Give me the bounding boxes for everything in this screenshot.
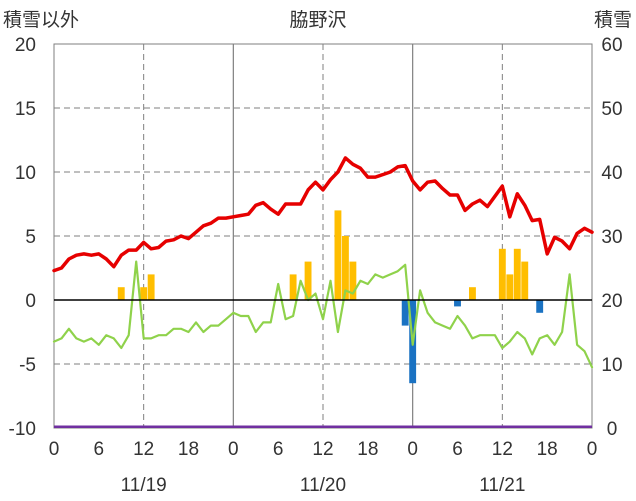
precip-bar: [304, 261, 312, 300]
precip-bar: [349, 261, 357, 300]
left-axis-label: 積雪以外: [3, 9, 79, 31]
left-y-tick-label: 15: [15, 99, 36, 120]
precip-bar: [513, 248, 521, 300]
x-tick-label: 12: [312, 439, 333, 460]
x-tick-label: 6: [273, 439, 284, 460]
grid-layer: [53, 43, 593, 429]
chart-title: 脇野沢: [289, 9, 346, 31]
precip-bar: [140, 287, 148, 300]
x-tick-label: 0: [407, 439, 418, 460]
x-tick-label: 18: [357, 439, 378, 460]
left-y-tick-label: 20: [15, 35, 36, 56]
precip-bar: [341, 236, 349, 300]
precip-bar: [521, 261, 529, 300]
left-y-tick-label: 0: [25, 291, 36, 312]
snow_depth-line: [52, 260, 594, 369]
x-tick-label: 18: [537, 439, 558, 460]
left-y-tick-label: -5: [19, 355, 36, 376]
precip-bar: [498, 248, 506, 300]
right-y-tick-label: 0: [607, 419, 618, 440]
precip-bar: [117, 287, 125, 300]
right-y-tick-label: 10: [601, 355, 622, 376]
right-y-tick-label: 60: [601, 35, 622, 56]
x-tick-label: 6: [452, 439, 463, 460]
line-layer: [52, 156, 594, 428]
right-y-tick-label: 50: [601, 99, 622, 120]
right-y-tick-label: 40: [601, 163, 622, 184]
x-tick-label: 12: [133, 439, 154, 460]
x-tick-label: 0: [228, 439, 239, 460]
precip-bar: [334, 210, 342, 300]
left-y-tick-label: 10: [15, 163, 36, 184]
x-tick-label: 18: [178, 439, 199, 460]
snow-decrease-bar: [536, 300, 544, 313]
left-y-tick-label: 5: [25, 227, 36, 248]
date-label: 11/21: [479, 475, 525, 496]
right-y-tick-label: 20: [601, 291, 622, 312]
date-label: 11/19: [121, 475, 167, 496]
date-label: 11/20: [300, 475, 346, 496]
left-y-tick-label: -10: [9, 419, 36, 440]
x-tick-label: 12: [492, 439, 513, 460]
right-axis-label: 積雪: [594, 9, 632, 31]
x-tick-label: 6: [94, 439, 105, 460]
x-tick-label: 0: [49, 439, 60, 460]
temperature-line: [52, 156, 594, 273]
precip-bar: [289, 274, 297, 300]
snow-decrease-bar: [454, 300, 461, 307]
snow-decrease-bar: [401, 300, 409, 326]
right-y-tick-label: 30: [601, 227, 622, 248]
precip-bar: [506, 274, 514, 300]
x-tick-label: 0: [587, 439, 598, 460]
precip-bar: [469, 287, 476, 300]
precip-bar: [147, 274, 155, 300]
